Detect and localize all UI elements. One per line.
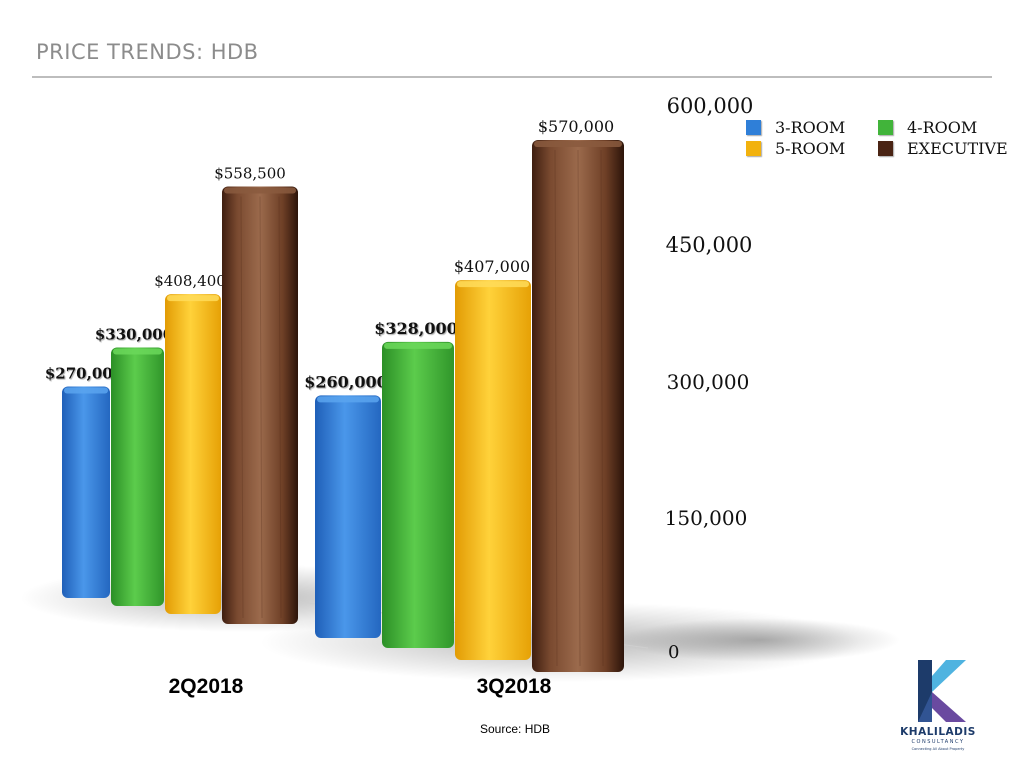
x-tick-3q2018: 3Q2018 [477, 675, 552, 698]
bars-layer: $270,000 $330,000 $408,400 $558,500 $260,000… [45, 117, 624, 672]
legend-item-4-room: 4-ROOM [878, 118, 1018, 137]
bar-4-room-2q2018 [111, 347, 164, 606]
bar-3-room-3q2018 [315, 395, 381, 638]
y-tick-450000: 450,000 [666, 233, 753, 257]
legend-label-executive: EXECUTIVE [907, 139, 1008, 158]
logo-tagline: Connecting All About Property [911, 747, 965, 751]
data-label-4-room-2q2018: $330,000 [95, 326, 173, 344]
bar-3-room-2q2018 [62, 386, 110, 598]
bar-5-room-2q2018 [165, 294, 221, 614]
logo-k-icon [918, 660, 966, 722]
x-tick-2q2018: 2Q2018 [169, 675, 244, 698]
data-label-5-room-2q2018: $408,400 [154, 272, 226, 290]
legend-item-3-room: 3-ROOM [746, 118, 878, 137]
logo-subtitle: CONSULTANCY [911, 739, 965, 745]
x-axis: 2Q2018 3Q2018 [169, 675, 552, 698]
legend-item-executive: EXECUTIVE [878, 139, 1018, 158]
data-label-5-room-3q2018: $407,000 [454, 257, 530, 276]
y-tick-300000: 300,000 [667, 370, 750, 394]
data-label-executive-3q2018: $570,000 [538, 117, 614, 136]
bar-5-room-3q2018 [455, 280, 531, 660]
slide-title: PRICE TRENDS: HDB [36, 40, 259, 64]
legend-swatch-5-room [746, 141, 761, 156]
legend-swatch-4-room [878, 120, 893, 135]
legend-swatch-executive [878, 141, 893, 156]
legend-label-3-room: 3-ROOM [775, 118, 846, 137]
chart-legend: 3-ROOM 4-ROOM 5-ROOM EXECUTIVE [746, 118, 1018, 158]
y-tick-0: 0 [668, 642, 679, 663]
legend-label-4-room: 4-ROOM [907, 118, 978, 137]
source-note: Source: HDB [480, 722, 551, 736]
y-axis: 0 150,000 300,000 450,000 600,000 [665, 94, 754, 663]
y-tick-600000: 600,000 [667, 94, 754, 118]
title-divider [32, 76, 992, 78]
bar-4-room-3q2018 [382, 341, 454, 648]
bar-executive-3q2018 [532, 140, 624, 672]
bar-executive-2q2018 [222, 186, 298, 624]
legend-label-5-room: 5-ROOM [775, 139, 846, 158]
data-label-3-room-3q2018: $260,000 [304, 372, 388, 391]
logo-name: KHALILADIS [900, 726, 976, 738]
data-label-4-room-3q2018: $328,000 [374, 319, 458, 338]
legend-swatch-3-room [746, 120, 761, 135]
legend-item-5-room: 5-ROOM [746, 139, 878, 158]
company-logo: KHALILADIS CONSULTANCY Connecting All Ab… [900, 656, 976, 756]
data-label-3-room-2q2018: $270,000 [45, 365, 123, 383]
data-label-executive-2q2018: $558,500 [214, 165, 286, 183]
y-tick-150000: 150,000 [665, 506, 748, 530]
